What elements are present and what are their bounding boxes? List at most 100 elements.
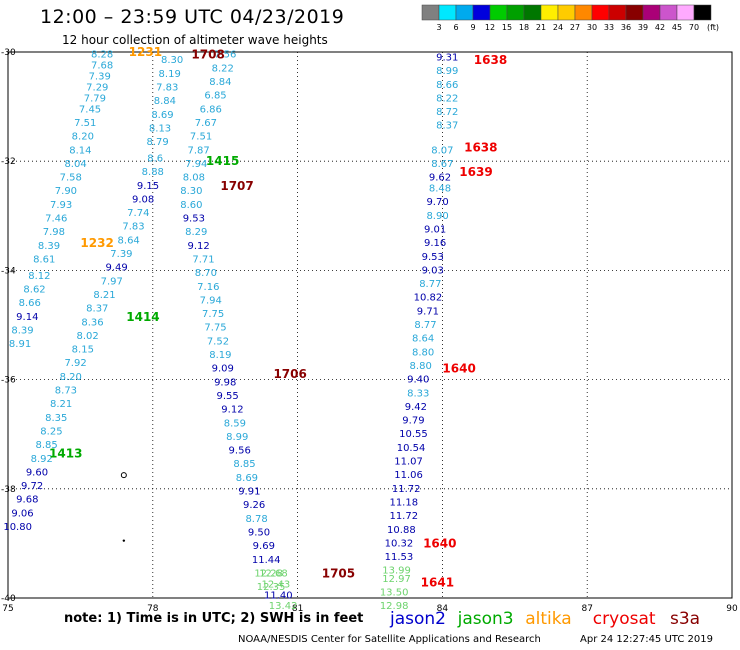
color-bin-label: 21 (536, 23, 546, 32)
wave-height-value: 7.51 (190, 132, 212, 143)
wave-height-value: 8.72 (436, 107, 458, 118)
wave-height-value: 8.04 (64, 159, 86, 170)
wave-height-value: 8.66 (436, 80, 458, 91)
wave-height-value: 7.83 (122, 222, 144, 233)
wave-height-value: 8.14 (69, 145, 91, 156)
longitude-tick-label: 84 (437, 604, 449, 614)
wave-height-value: 7.75 (202, 309, 224, 320)
wave-height-value: 8.90 (426, 211, 448, 222)
wave-height-value: 7.79 (84, 93, 106, 104)
units-note: note: 1) Time is in UTC; 2) SWH is in fe… (64, 611, 364, 626)
color-bin-swatch (472, 4, 491, 21)
wave-height-value: 7.51 (74, 118, 96, 129)
color-bin-label: 36 (621, 23, 631, 32)
wave-height-value: 11.07 (394, 457, 423, 468)
pass-time-label: 1415 (206, 154, 239, 168)
wave-height-value: 11.72 (389, 511, 418, 522)
wave-height-value: 8.66 (19, 298, 41, 309)
pass-time-label: 1638 (464, 141, 497, 155)
wave-height-value: 9.55 (216, 391, 238, 402)
island-marker (122, 539, 126, 542)
color-bin-swatch (659, 4, 678, 21)
pass-time-label: 1640 (423, 536, 456, 550)
plot-border (7, 51, 733, 599)
wave-height-value: 8.37 (86, 304, 108, 315)
wave-height-value: 7.90 (55, 186, 77, 197)
wave-height-value: 9.01 (424, 224, 446, 235)
color-bin-label: 3 (436, 23, 441, 32)
wave-height-value: 8.21 (93, 290, 115, 301)
track-altika-1231: 8.287.687.397.297.797.45 7.51 8.20 8.14 8.04… (9, 50, 113, 350)
longitude-tick-label: 87 (581, 604, 592, 614)
wave-height-value: 8.92 (31, 454, 53, 465)
wave-height-value: 8.02 (77, 331, 99, 342)
wave-height-value: 8.69 (236, 473, 258, 484)
wave-height-value: 10.55 (399, 429, 428, 440)
wave-height-value: 8.08 (183, 173, 205, 184)
wave-height-value: 10.82 (414, 293, 443, 304)
wave-height-value: 7.93 (50, 200, 72, 211)
axis-ticks: 75 78 81 84 87 90 -30 -32 -34 -36 -38 -40 (1, 48, 738, 614)
wave-height-value: 9.06 (11, 508, 33, 519)
wave-height-value: 8.29 (185, 227, 207, 238)
wave-height-value: 8.39 (38, 241, 60, 252)
track-s3a-1708: 7.56 8.22 8.84 6.85 6.86 7.67 7.51 7.87 7.94 8.08… (180, 50, 285, 593)
wave-height-value: 11.40 (264, 590, 293, 601)
wave-height-value: 9.12 (188, 241, 210, 252)
wave-height-value: 11.44 (252, 555, 281, 566)
pass-time-label: 1638 (474, 53, 507, 67)
wave-height-value: 12.43 (262, 579, 291, 590)
wave-height-value: 9.08 (132, 194, 154, 205)
wave-height-value: 7.75 (204, 323, 226, 334)
latitude-tick-label: -32 (1, 157, 16, 167)
pass-time-label: 1414 (126, 310, 159, 324)
track-cryosat-1638: 9.31 8.99 8.66 8.22 8.72 8.37 8.07 8.67 9.628.48… (385, 52, 459, 563)
wave-height-value: 9.42 (405, 402, 427, 413)
wave-height-value: 8.73 (55, 386, 77, 397)
wave-height-value: 8.77 (419, 279, 441, 290)
wave-height-value: 7.58 (60, 173, 82, 184)
wave-height-value: 7.87 (188, 145, 210, 156)
wave-height-value: 8.62 (23, 285, 45, 296)
color-bin-swatch (693, 4, 712, 21)
wave-height-value: 8.69 (151, 110, 173, 121)
wave-height-value: 9.98 (214, 377, 236, 388)
wave-height-value: 8.20 (72, 132, 94, 143)
color-bin-label: 15 (502, 23, 512, 32)
latitude-tick-label: -40 (1, 594, 16, 604)
wave-height-value: 8.88 (142, 167, 164, 178)
wave-height-value: 9.12 (221, 405, 243, 416)
wave-height-value: 7.45 (79, 104, 101, 115)
color-bin-label: 70 (689, 23, 699, 32)
wave-height-value: 9.26 (243, 500, 265, 511)
wave-height-value: 8.64 (118, 235, 140, 246)
wave-height-value: 7.74 (127, 208, 149, 219)
wave-height-value: 10.32 (385, 538, 414, 549)
color-bin-swatch (506, 4, 525, 21)
latitude-tick-label: -38 (1, 485, 16, 495)
wave-height-value: 6.85 (204, 91, 226, 102)
color-scale-legend: 3 6 9 12 15 18 21 24 27 30 33 36 39 42 45 70 (ft) (421, 4, 719, 32)
wave-height-value: 10.80 (3, 522, 32, 533)
wave-height-value: 9.16 (424, 238, 446, 249)
wave-height-value: 8.12 (28, 271, 50, 282)
wave-height-value: 10.88 (387, 525, 416, 536)
color-bin-label: 27 (570, 23, 580, 32)
wave-height-value: 9.68 (16, 495, 38, 506)
satellite-legend: jason2 jason3 altika cryosat s3a (389, 609, 700, 629)
wave-height-value: 8.99 (436, 66, 458, 77)
wave-height-value: 8.48 (429, 184, 451, 195)
wave-height-value: 12.98 (380, 601, 409, 612)
wave-height-value: 12.28 (254, 568, 283, 579)
wave-height-value: 9.31 (436, 52, 458, 63)
wave-height-value: 9.79 (402, 416, 424, 427)
color-bin-swatch (557, 4, 576, 21)
color-bin-label: 9 (470, 23, 475, 32)
wave-height-value: 9.03 (422, 265, 444, 276)
color-bin-label: 30 (587, 23, 597, 32)
wave-height-value: 8.99 (226, 432, 248, 443)
wave-height-value: 9.60 (26, 467, 48, 478)
longitude-tick-label: 90 (726, 604, 738, 614)
